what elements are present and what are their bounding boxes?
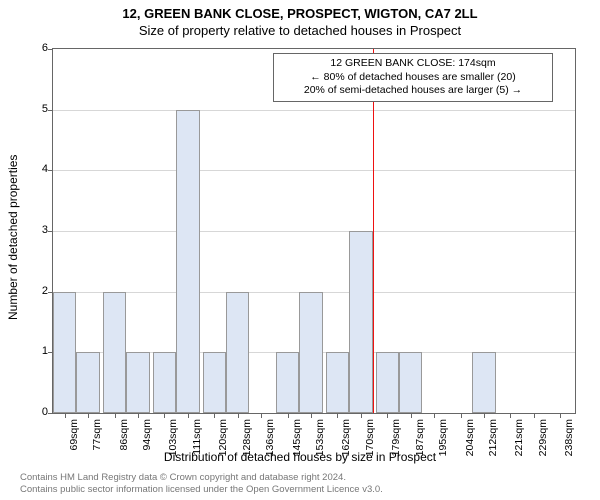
histogram-bar — [153, 352, 176, 413]
x-tick-label: 229sqm — [537, 419, 549, 456]
x-tick — [411, 413, 412, 418]
x-tick-label: 170sqm — [364, 419, 376, 456]
footer-attribution: Contains HM Land Registry data © Crown c… — [20, 472, 383, 496]
x-tick-label: 221sqm — [513, 419, 525, 456]
x-tick-label: 103sqm — [167, 419, 179, 456]
x-tick — [484, 413, 485, 418]
x-tick — [337, 413, 338, 418]
x-tick — [434, 413, 435, 418]
x-tick — [510, 413, 511, 418]
x-tick — [188, 413, 189, 418]
legend-box: 12 GREEN BANK CLOSE: 174sqm ← 80% of det… — [273, 53, 553, 102]
x-tick-label: 162sqm — [340, 419, 352, 456]
x-tick — [65, 413, 66, 418]
histogram-bar — [399, 352, 422, 413]
x-tick-label: 204sqm — [464, 419, 476, 456]
y-tick-label: 2 — [42, 285, 48, 297]
histogram-bar — [276, 352, 299, 413]
reference-line — [373, 49, 375, 413]
gridline — [53, 110, 575, 111]
x-tick — [311, 413, 312, 418]
x-tick-label: 120sqm — [217, 419, 229, 456]
footer-line-2: Contains public sector information licen… — [20, 484, 383, 496]
histogram-bar — [349, 231, 372, 413]
x-tick — [138, 413, 139, 418]
y-tick — [48, 170, 53, 171]
x-tick — [387, 413, 388, 418]
x-tick-label: 187sqm — [414, 419, 426, 456]
x-tick — [361, 413, 362, 418]
x-tick-label: 94sqm — [141, 419, 153, 451]
x-tick-label: 111sqm — [191, 419, 203, 455]
x-tick — [261, 413, 262, 418]
gridline — [53, 231, 575, 232]
y-tick-label: 5 — [42, 103, 48, 115]
x-tick — [88, 413, 89, 418]
y-tick-label: 3 — [42, 224, 48, 236]
y-tick — [48, 231, 53, 232]
gridline — [53, 170, 575, 171]
x-tick — [115, 413, 116, 418]
x-tick-label: 212sqm — [487, 419, 499, 456]
x-tick-label: 136sqm — [264, 419, 276, 456]
x-tick — [238, 413, 239, 418]
x-tick-label: 195sqm — [437, 419, 449, 456]
histogram-bar — [299, 292, 322, 413]
x-tick-label: 153sqm — [314, 419, 326, 456]
x-tick — [560, 413, 561, 418]
histogram-bar — [203, 352, 226, 413]
histogram-bar — [472, 352, 495, 413]
x-tick — [214, 413, 215, 418]
histogram-bar — [53, 292, 76, 413]
legend-line-1: 12 GREEN BANK CLOSE: 174sqm — [280, 57, 546, 71]
plot-area: 12 GREEN BANK CLOSE: 174sqm ← 80% of det… — [52, 48, 576, 414]
y-tick — [48, 49, 53, 50]
x-tick — [461, 413, 462, 418]
x-tick-label: 238sqm — [563, 419, 575, 456]
x-tick — [534, 413, 535, 418]
y-tick-label: 6 — [42, 42, 48, 54]
x-tick-label: 179sqm — [390, 419, 402, 456]
y-axis-label: Number of detached properties — [6, 155, 20, 320]
histogram-bar — [326, 352, 349, 413]
chart-title-sub: Size of property relative to detached ho… — [0, 21, 600, 38]
histogram-bar — [226, 292, 249, 413]
y-tick — [48, 413, 53, 414]
x-tick-label: 86sqm — [118, 419, 130, 451]
chart-title-main: 12, GREEN BANK CLOSE, PROSPECT, WIGTON, … — [0, 0, 600, 21]
y-tick-label: 4 — [42, 163, 48, 175]
x-tick-label: 145sqm — [291, 419, 303, 456]
x-tick — [164, 413, 165, 418]
histogram-bar — [103, 292, 126, 413]
x-tick-label: 77sqm — [91, 419, 103, 451]
legend-line-2: ← 80% of detached houses are smaller (20… — [280, 71, 546, 85]
legend-line-3: 20% of semi-detached houses are larger (… — [280, 84, 546, 98]
histogram-bar — [76, 352, 99, 413]
y-tick-label: 0 — [42, 406, 48, 418]
y-tick — [48, 110, 53, 111]
x-tick-label: 128sqm — [241, 419, 253, 456]
histogram-bar — [376, 352, 399, 413]
y-tick-label: 1 — [42, 345, 48, 357]
footer-line-1: Contains HM Land Registry data © Crown c… — [20, 472, 383, 484]
x-tick-label: 69sqm — [68, 419, 80, 451]
histogram-bar — [176, 110, 199, 413]
x-tick — [288, 413, 289, 418]
histogram-bar — [126, 352, 149, 413]
